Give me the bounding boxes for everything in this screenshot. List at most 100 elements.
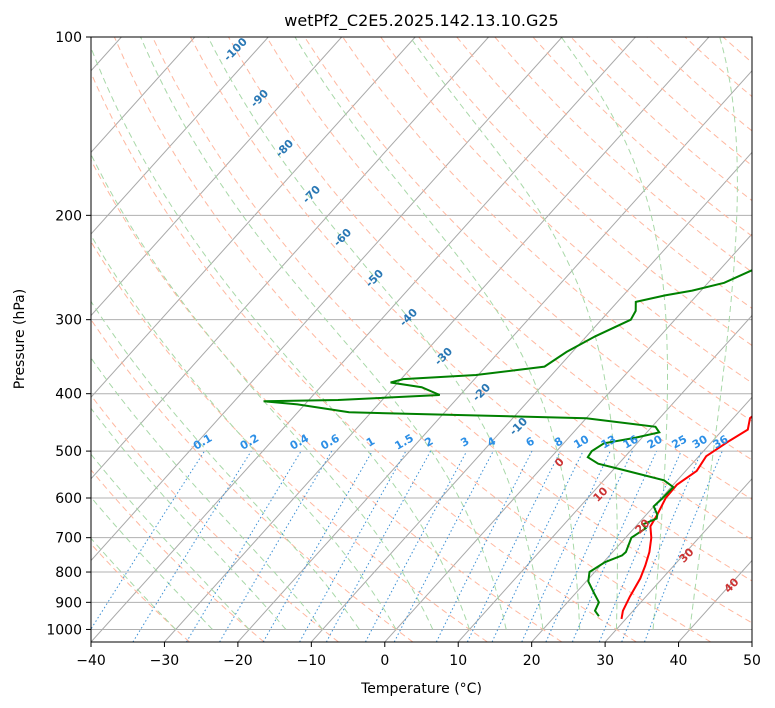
isotherm-line	[91, 37, 196, 154]
adiabat-label: -100	[221, 35, 250, 64]
chart-title: wetPf2_C2E5.2025.142.13.10.G25	[284, 11, 558, 31]
moist-adiabat-line	[91, 234, 397, 630]
mixing-ratio-label: 0.2	[238, 432, 261, 453]
dry-adiabat-line	[190, 37, 752, 582]
mixing-ratio-line	[621, 450, 703, 642]
dry-adiabat-line	[570, 37, 752, 202]
isotherm-line	[751, 641, 752, 642]
x-axis-label: Temperature (°C)	[360, 681, 482, 697]
adiabat-label: -70	[300, 183, 323, 206]
mixing-ratio-label: 25	[670, 433, 690, 452]
mixing-ratio-line	[598, 450, 682, 642]
dry-adiabat-line	[304, 37, 752, 461]
moist-adiabat-line	[409, 37, 618, 630]
moist-adiabat-line	[207, 37, 544, 630]
dry-adiabat-line	[91, 159, 563, 642]
moist-adiabat-line	[91, 300, 360, 630]
mixing-ratio-label: 0.6	[318, 431, 342, 452]
isotherm-line	[384, 233, 752, 642]
dry-adiabat-line	[91, 469, 265, 642]
mixing-ratio-line	[545, 450, 633, 642]
moist-adiabat-line	[91, 46, 470, 630]
mixing-ratio-label: 0.4	[288, 431, 312, 452]
x-tick-label: −30	[150, 653, 180, 669]
dry-adiabat-line	[761, 37, 775, 642]
y-tick-label: 600	[55, 491, 82, 507]
mixing-ratio-line	[325, 450, 432, 642]
mixing-ratio-line	[132, 450, 252, 642]
moist-adiabat-line	[91, 357, 323, 630]
moist-adiabat-line	[140, 37, 507, 630]
adiabat-label: -10	[507, 415, 530, 438]
mixing-ratio-label: 10	[571, 432, 591, 451]
dewpoint-profile-line	[263, 269, 752, 617]
moist-adiabat-line	[689, 37, 738, 630]
y-tick-label: 500	[55, 444, 82, 460]
dry-adiabat-line	[266, 37, 752, 501]
mixing-ratio-label: 16	[621, 432, 641, 451]
dry-adiabat-line	[91, 318, 414, 642]
mixing-ratio-line	[491, 450, 584, 642]
isotherm-line	[91, 37, 343, 317]
dry-adiabat-line	[91, 543, 190, 642]
y-tick-label: 100	[55, 30, 82, 46]
adiabat-label: -80	[273, 137, 296, 160]
adiabat-label: 40	[722, 575, 742, 595]
mixing-ratio-label: 13	[599, 433, 619, 452]
y-tick-label: 1000	[46, 622, 82, 638]
isotherm-line	[91, 37, 489, 480]
adiabat-label: 0	[552, 455, 567, 470]
mixing-ratio-line	[393, 450, 494, 642]
isotherm-line	[531, 396, 752, 642]
y-tick-label: 900	[55, 595, 82, 611]
plot-area: -100-90-80-70-60-50-40-30-20-10010203040…	[91, 35, 775, 642]
mixing-ratio-label: 6	[524, 434, 537, 449]
x-tick-label: 10	[449, 653, 467, 669]
adiabat-label: -90	[248, 87, 271, 110]
isotherm-line	[91, 37, 269, 235]
dry-adiabat-line	[228, 37, 752, 541]
dry-adiabat-line	[380, 37, 752, 384]
mixing-ratio-line	[571, 450, 658, 642]
x-tick-label: 0	[380, 653, 389, 669]
x-tick-label: −40	[76, 653, 106, 669]
isotherm-line	[164, 37, 710, 642]
isotherm-line	[91, 37, 563, 562]
moist-adiabat-line	[294, 37, 581, 630]
x-tick-label: 20	[523, 653, 541, 669]
dry-adiabat-line	[646, 37, 752, 132]
isotherm-line	[457, 314, 752, 642]
moist-adiabat-line	[560, 37, 668, 630]
adiabat-label: 20	[633, 516, 653, 536]
moist-adiabat-line	[91, 496, 213, 630]
temperature-profile-line	[620, 415, 752, 620]
x-tick-label: 50	[743, 653, 761, 669]
y-tick-label: 700	[55, 531, 82, 547]
dry-adiabat-line	[91, 394, 339, 642]
mixing-ratio-line	[262, 450, 373, 642]
mixing-ratio-label: 3	[458, 435, 471, 450]
mixing-ratio-label: 1	[364, 435, 377, 450]
isotherm-line	[91, 37, 636, 642]
x-tick-label: −20	[223, 653, 253, 669]
y-tick-label: 800	[55, 565, 82, 581]
mixing-ratio-label: 30	[690, 432, 710, 451]
mixing-ratio-line	[91, 450, 205, 630]
x-tick-label: 30	[596, 653, 614, 669]
adiabat-label: 30	[677, 545, 697, 565]
plot-frame	[90, 36, 753, 643]
moist-adiabat-line	[91, 453, 250, 630]
dry-adiabat-line	[152, 37, 752, 624]
moist-adiabat-line	[91, 153, 434, 630]
dry-adiabat-line	[91, 240, 488, 642]
mixing-ratio-line	[186, 450, 302, 642]
isotherm-line	[310, 151, 752, 642]
mixing-ratio-line	[365, 450, 468, 642]
mixing-ratio-label: 8	[552, 435, 565, 450]
dry-adiabat-line	[418, 37, 752, 347]
isotherm-line	[604, 478, 752, 642]
mixing-ratio-line	[435, 450, 533, 642]
x-tick-label: 40	[670, 653, 688, 669]
dry-adiabat-line	[494, 37, 752, 273]
